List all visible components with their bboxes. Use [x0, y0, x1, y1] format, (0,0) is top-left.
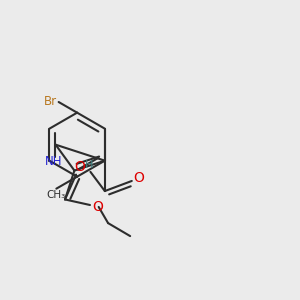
Text: H: H [85, 160, 93, 170]
Text: NH: NH [45, 154, 63, 168]
Text: O: O [74, 160, 85, 175]
Text: Br: Br [44, 94, 57, 108]
Text: O: O [134, 171, 145, 185]
Text: CH₃: CH₃ [47, 190, 66, 200]
Text: O: O [92, 200, 103, 214]
